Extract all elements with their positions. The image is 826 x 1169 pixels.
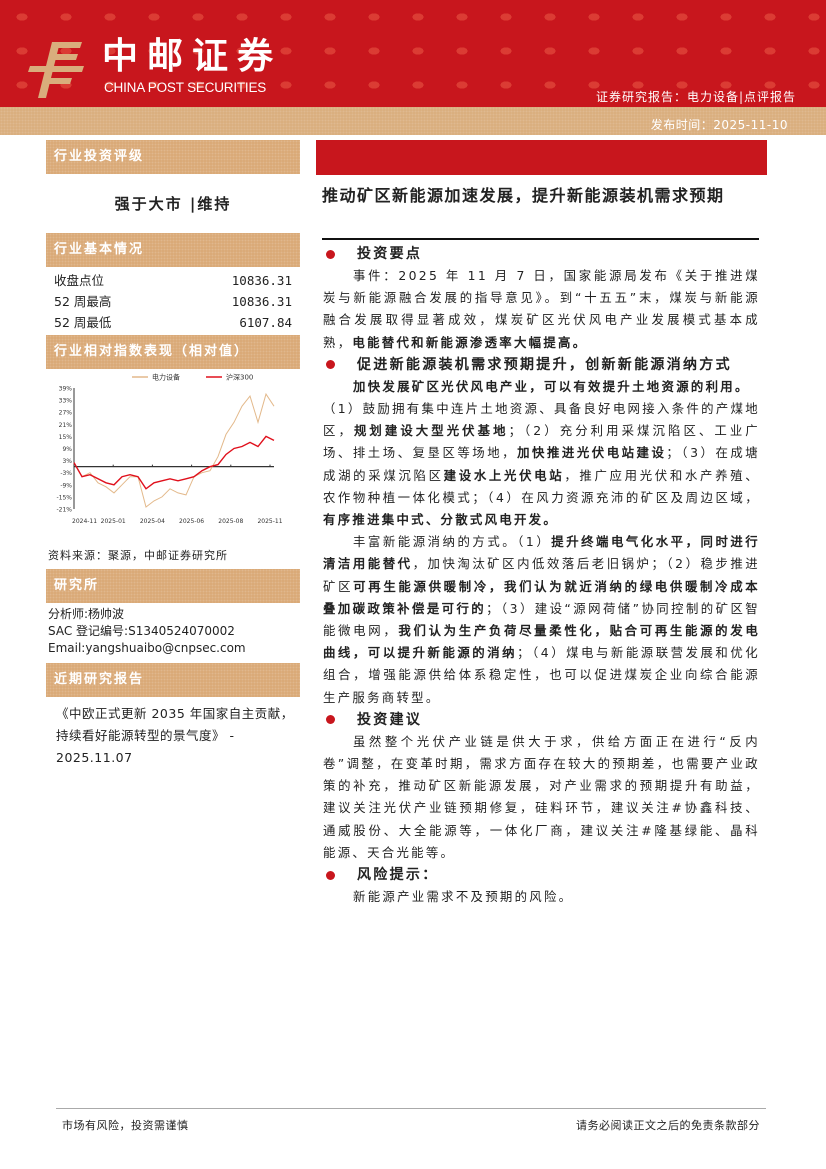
series-line-1 (73, 435, 275, 490)
analyst-email[interactable]: Email:yangshuaibo@cnpsec.com (48, 641, 246, 655)
industry-rating: 强于大市 |维持 (114, 195, 232, 213)
section-heading-text: 投资要点 (357, 245, 423, 262)
bullet-icon (326, 249, 335, 259)
chart-source: 资料来源：聚源，中邮证券研究所 (48, 549, 228, 562)
bullet-icon (326, 870, 335, 880)
row-value: 10836.31 (231, 294, 292, 309)
bullet-icon (326, 360, 335, 370)
title-divider (322, 238, 759, 240)
x-tick-label: 2024-11 (72, 518, 97, 525)
paragraph: （1）鼓励拥有集中连片土地资源、具备良好电网接入条件的产煤地区，规划建设大型光伏… (323, 398, 760, 531)
section-heading-text: 投资建议 (357, 711, 423, 728)
y-tick-label: 9% (62, 446, 72, 453)
sac-number: SAC 登记编号:S1340524070002 (48, 624, 235, 638)
section-heading: 促进新能源装机需求预期提升，创新新能源消纳方式 (323, 354, 760, 376)
header-banner (0, 0, 826, 107)
x-tick-label: 2025-11 (257, 518, 282, 525)
bold-text: 可再生能源供暖制冷，我们认为就近消纳的绿电供暖制冷成本叠加碳政策补偿是可行的 (323, 578, 760, 616)
bold-text: 提升终端电气化水平，同时进行清洁用能替代 (323, 534, 760, 572)
y-tick-label: -9% (60, 482, 72, 489)
text: （1）鼓励拥有集中连片土地资源、具备良好电网接入条件的产煤地区， (323, 401, 760, 439)
text: 事件：2025 年 11 月 7 日，国家能源局发布《关于推进煤炭与新能源融合发… (323, 268, 760, 350)
report-title: 推动矿区新能源加速发展，提升新能源装机需求预期 (322, 186, 725, 205)
bold-text: 规划建设大型光伏基地 (353, 423, 509, 439)
text: 虽然整个光伏产业链是供大于求，供给方面正在进行“反内卷”调整，在变革时期，需求方… (323, 733, 760, 860)
recent-report-link[interactable]: 《中欧正式更新 2035 年国家自主贡献，持续看好能源转型的景气度》 - 202… (56, 706, 294, 765)
y-tick-label: -3% (60, 470, 72, 477)
research-heading: 研究所 (46, 569, 300, 603)
y-tick-label: 27% (59, 410, 73, 417)
report-body: 投资要点事件：2025 年 11 月 7 日，国家能源局发布《关于推进煤炭与新能… (323, 243, 760, 908)
header-band (0, 107, 826, 135)
series-line-0 (73, 392, 275, 508)
bullet-icon (326, 715, 335, 725)
footer-divider (56, 1108, 766, 1109)
section-heading: 风险提示： (323, 864, 760, 886)
row-label: 收盘点位 (54, 273, 105, 288)
bold-text: 电能替代和新能源渗透率大幅提高。 (352, 334, 588, 350)
bold-text: 有序推进集中式、分散式风电开发。 (323, 512, 559, 528)
sidebar: 行业投资评级 强于大市 |维持 行业基本情况 收盘点位 10836.31 52 周… (46, 140, 300, 769)
china-post-logo-icon (28, 42, 84, 98)
x-tick-label: 2025-08 (218, 518, 243, 525)
x-tick-label: 2025-01 (101, 518, 126, 525)
paragraph: 虽然整个光伏产业链是供大于求，供给方面正在进行“反内卷”调整，在变革时期，需求方… (323, 731, 760, 864)
y-tick-label: 33% (59, 398, 73, 405)
legend-label: 电力设备 (152, 373, 180, 382)
text: 新能源产业需求不及预期的风险。 (353, 889, 574, 905)
section-heading-text: 促进新能源装机需求预期提升，创新新能源消纳方式 (357, 356, 732, 373)
footer: 市场有风险，投资需谨慎 请务必阅读正文之后的免责条款部分 (62, 1117, 760, 1133)
paragraph: 加快发展矿区光伏风电产业，可以有效提升土地资源的利用。 (323, 376, 760, 398)
text: ，推广应用光伏和水产养殖、农作物种植一体化模式；（4）在风力资源充沛的矿区及周边… (323, 467, 760, 505)
text: ；（3）建设“源网荷储”协同控制的矿区智能微电网， (323, 600, 760, 639)
rating-heading: 行业投资评级 (46, 140, 300, 174)
footer-disclaimer-note: 请务必阅读正文之后的免责条款部分 (576, 1119, 760, 1132)
analyst-info: 分析师:杨帅波 SAC 登记编号:S1340524070002 Email:ya… (46, 603, 300, 663)
y-tick-label: 3% (62, 458, 72, 465)
row-label: 52 周最高 (54, 294, 112, 309)
y-tick-label: -21% (56, 507, 72, 514)
logo-text-cn: 中邮证券 (102, 36, 283, 77)
chart-svg: 39% 33% 27% 21% 15% 9% 3% -3% -9% -15% -21%2024-11… (56, 373, 282, 526)
text: ，加快淘汰矿区内低效落后老旧锅炉；（2）稳步推进矿区 (323, 556, 760, 594)
y-tick-label: 39% (59, 386, 73, 393)
legend-label: 沪深300 (226, 373, 253, 382)
section-heading: 投资要点 (323, 243, 760, 265)
row-value: 10836.31 (231, 273, 292, 288)
section-heading: 投资建议 (323, 709, 760, 731)
analyst-name: 分析师:杨帅波 (48, 607, 125, 621)
bold-text: 加快发展矿区光伏风电产业，可以有效提升土地资源的利用。 (353, 378, 750, 394)
section-heading-text: 风险提示： (357, 866, 439, 883)
bold-text: 加快推进光伏电站建设 (517, 445, 667, 461)
paragraph: 事件：2025 年 11 月 7 日，国家能源局发布《关于推进煤炭与新能源融合发… (323, 265, 760, 354)
paragraph: 新能源产业需求不及预期的风险。 (323, 886, 760, 908)
row-label: 52 周最低 (54, 315, 112, 330)
text: 丰富新能源消纳的方式。（1） (353, 534, 552, 550)
y-tick-label: -15% (56, 494, 72, 501)
text: ；（4）煤电与新能源联营发展和优化组合，增强能源供给体系稳定性，也可以促进煤炭企… (323, 645, 760, 705)
relative-performance-chart: 39% 33% 27% 21% 15% 9% 3% -3% -9% -15% -21% 2024-11… (46, 369, 300, 544)
report-type: 证券研究报告：电力设备|点评报告 (595, 90, 796, 104)
basic-info-table: 收盘点位 10836.31 52 周最高 10836.31 52 周最低 6107.8… (46, 267, 300, 335)
bold-text: 我们认为生产负荷尽量柔性化，贴合可再生能源的发电曲线，可以提升新能源的消纳 (323, 623, 761, 661)
text: ；（2）充分利用采煤沉陷区、工业广场、排土场、复垦区等场地， (323, 423, 760, 461)
paragraph: 丰富新能源消纳的方式。（1）提升终端电气化水平，同时进行清洁用能替代，加快淘汰矿… (323, 531, 760, 709)
footer-risk-note: 市场有风险，投资需谨慎 (62, 1119, 189, 1132)
basic-info-row: 收盘点位 10836.31 (46, 270, 300, 291)
basic-info-row: 52 周最低 6107.84 (46, 312, 300, 333)
performance-heading: 行业相对指数表现（相对值） (46, 335, 300, 369)
y-tick-label: 15% (59, 434, 73, 441)
bold-text: 建设水上光伏电站 (443, 467, 565, 483)
title-red-bar (316, 140, 767, 175)
recent-reports-heading: 近期研究报告 (46, 663, 300, 697)
text: ；（3）在成塘成湖的采煤沉陷区 (323, 445, 760, 483)
x-tick-label: 2025-04 (140, 518, 165, 525)
y-tick-label: 21% (59, 422, 73, 429)
publish-date: 发布时间：2025-11-10 (650, 118, 788, 132)
x-tick-label: 2025-06 (179, 518, 204, 525)
basic-info-row: 52 周最高 10836.31 (46, 291, 300, 312)
row-value: 6107.84 (239, 315, 292, 330)
basic-info-heading: 行业基本情况 (46, 233, 300, 267)
logo-text-en: CHINA POST SECURITIES (104, 80, 267, 95)
